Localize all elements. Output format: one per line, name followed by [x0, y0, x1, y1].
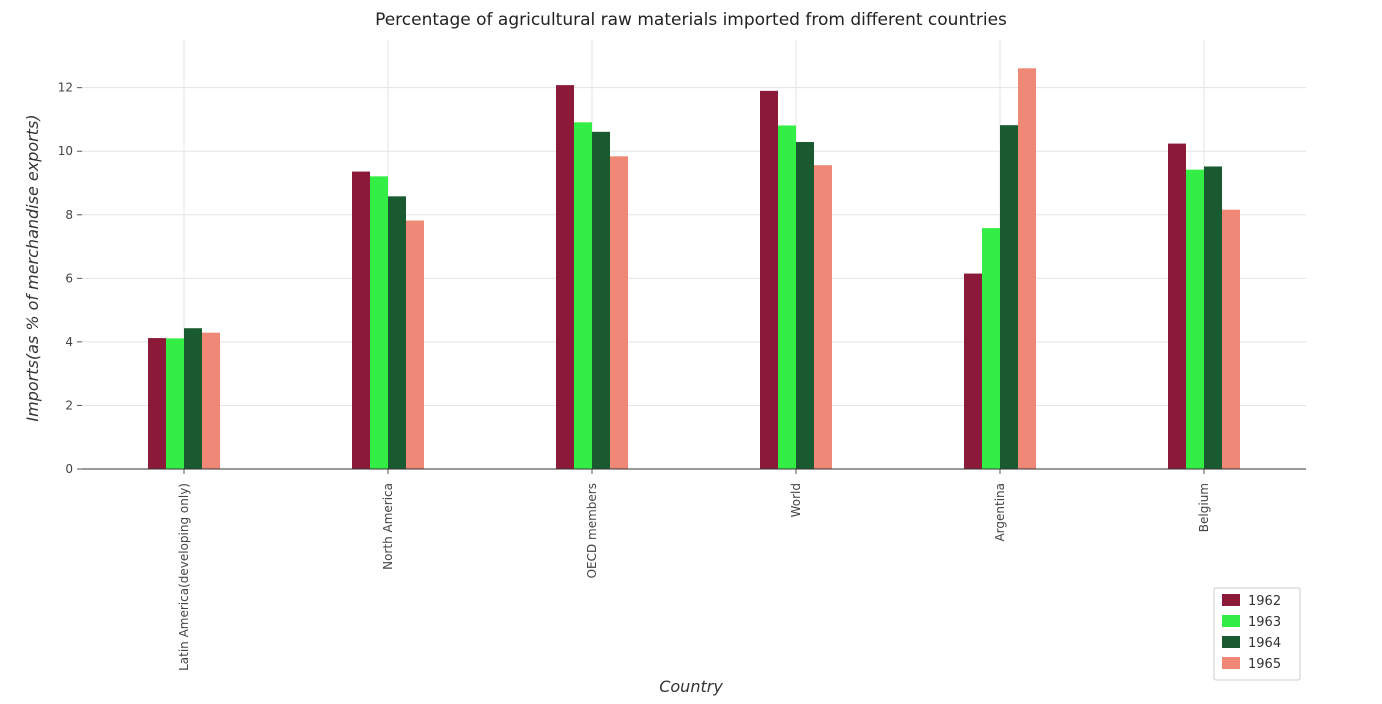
bar-1964-2: [592, 131, 610, 470]
bars: [148, 68, 1240, 470]
legend-label-1964: 1964: [1248, 636, 1281, 651]
legend-swatch-1965: [1222, 657, 1240, 669]
bar-1964-0: [184, 328, 202, 469]
bar-1963-3: [778, 125, 796, 469]
x-tick-label: OECD members: [585, 483, 599, 578]
legend-label-1962: 1962: [1248, 594, 1281, 609]
y-tick-label: 4: [65, 335, 73, 349]
bar-1962-0: [148, 338, 166, 469]
x-tick-label: Belgium: [1197, 483, 1211, 532]
bar-1965-2: [610, 156, 628, 469]
bar-1963-4: [982, 228, 1000, 469]
bar-1965-4: [1018, 68, 1036, 469]
x-tick-label: Argentina: [993, 483, 1007, 542]
bar-1962-3: [760, 90, 778, 469]
bar-1965-0: [202, 332, 220, 469]
legend: 1962 1963 1964 1965: [1213, 587, 1301, 681]
bar-1962-4: [964, 273, 982, 469]
bar-1964-5: [1204, 166, 1222, 469]
y-tick-label: 8: [65, 208, 73, 222]
bar-1964-4: [1000, 125, 1018, 470]
x-tick-label: North America: [381, 483, 395, 570]
legend-label-1963: 1963: [1248, 615, 1281, 630]
bar-1963-5: [1186, 169, 1204, 470]
bar-1963-2: [574, 122, 592, 469]
bar-1964-3: [796, 142, 814, 470]
bar-1964-1: [388, 196, 406, 469]
bar-1962-2: [556, 85, 574, 469]
bar-1965-1: [406, 220, 424, 469]
x-tick-label: World: [789, 483, 803, 517]
legend-swatch-1964: [1222, 636, 1240, 648]
axes: 0 2 4 6 8 10 12 Latin America(developing only) N…: [58, 81, 1306, 671]
bar-1965-3: [814, 165, 832, 469]
legend-swatch-1963: [1222, 615, 1240, 627]
bar-1965-5: [1222, 209, 1240, 469]
legend-label-1965: 1965: [1248, 657, 1281, 672]
y-tick-label: 10: [58, 144, 73, 158]
y-tick-label: 12: [58, 81, 73, 95]
legend-swatch-1962: [1222, 594, 1240, 606]
bar-1962-1: [352, 171, 370, 469]
bar-1962-5: [1168, 143, 1186, 469]
y-tick-label: 6: [65, 271, 73, 285]
chart-title: Percentage of agricultural raw materials…: [375, 10, 1007, 30]
grid: [82, 40, 1306, 470]
bar-1963-0: [166, 338, 184, 469]
x-axis-label: Country: [659, 677, 723, 696]
y-tick-label: 2: [65, 398, 73, 412]
bar-1963-1: [370, 176, 388, 469]
y-tick-label: 0: [65, 462, 73, 476]
y-axis-label: Imports(as % of merchandise exports): [23, 114, 42, 421]
x-tick-label: Latin America(developing only): [177, 483, 191, 671]
